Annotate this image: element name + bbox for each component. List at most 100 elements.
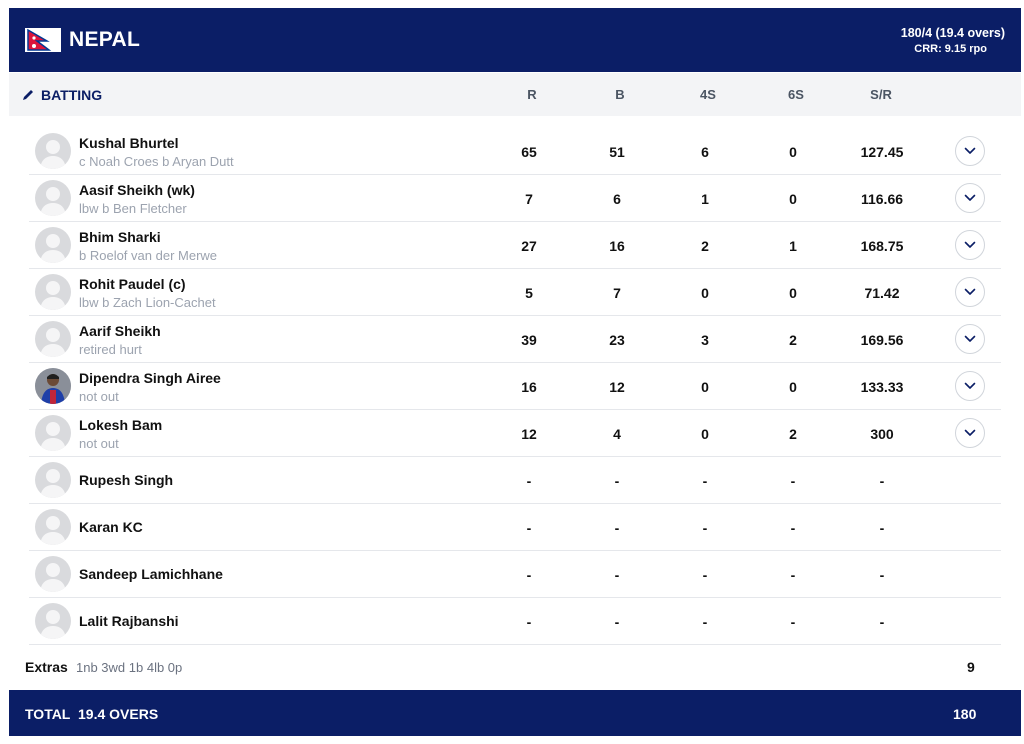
runs-cell: - [499, 504, 559, 551]
expand-row-button[interactable] [955, 183, 985, 213]
sixes-cell: 2 [763, 316, 823, 363]
balls-cell: 6 [587, 175, 647, 222]
sixes-cell: - [763, 457, 823, 504]
expand-row-button[interactable] [955, 418, 985, 448]
table-row: Rohit Paudel (c) lbw b Zach Lion-Cachet 5 7… [29, 269, 1001, 316]
strike-rate-cell: 300 [852, 410, 912, 457]
strike-rate-cell: 116.66 [852, 175, 912, 222]
dismissal-text: b Roelof van der Merwe [79, 248, 217, 263]
player-avatar-icon [35, 227, 71, 263]
table-row: Sandeep Lamichhane - - - - - [29, 551, 1001, 598]
player-name: Lokesh Bam [79, 417, 162, 433]
runs-cell: - [499, 551, 559, 598]
total-label: TOTAL [25, 706, 70, 722]
player-photo [35, 368, 71, 404]
table-row: Rupesh Singh - - - - - [29, 457, 1001, 504]
balls-cell: 7 [587, 269, 647, 316]
player-name: Rupesh Singh [79, 472, 173, 488]
fours-cell: 2 [675, 222, 735, 269]
balls-cell: - [587, 504, 647, 551]
player-avatar-icon [35, 556, 71, 592]
player-name: Kushal Bhurtel [79, 135, 179, 151]
player-avatar-icon [35, 415, 71, 451]
fours-cell: - [675, 598, 735, 645]
player-name: Karan KC [79, 519, 143, 535]
player-avatar-icon [35, 180, 71, 216]
sixes-cell: 0 [763, 175, 823, 222]
strike-rate-cell: 127.45 [852, 128, 912, 175]
fours-cell: - [675, 457, 735, 504]
sixes-cell: 0 [763, 363, 823, 410]
expand-row-button[interactable] [955, 230, 985, 260]
table-row: Aasif Sheikh (wk) lbw b Ben Fletcher 7 6 1 0 1… [29, 175, 1001, 222]
player-name: Sandeep Lamichhane [79, 566, 223, 582]
runs-cell: - [499, 457, 559, 504]
chevron-down-icon [964, 194, 976, 202]
strike-rate-cell: - [852, 457, 912, 504]
dismissal-text: not out [79, 436, 119, 451]
table-row: Kushal Bhurtel c Noah Croes b Aryan Dutt 6… [29, 128, 1001, 175]
strike-rate-cell: 133.33 [852, 363, 912, 410]
player-name: Bhim Sharki [79, 229, 161, 245]
dismissal-text: lbw b Zach Lion-Cachet [79, 295, 216, 310]
table-row: Karan KC - - - - - [29, 504, 1001, 551]
runs-column-header: R [502, 73, 562, 116]
fours-cell: - [675, 551, 735, 598]
runs-cell: - [499, 598, 559, 645]
player-name: Aasif Sheikh (wk) [79, 182, 195, 198]
extras-row: Extras 1nb 3wd 1b 4lb 0p 9 [9, 644, 1021, 690]
chevron-down-icon [964, 382, 976, 390]
chevron-down-icon [964, 241, 976, 249]
fours-cell: 0 [675, 410, 735, 457]
sixes-cell: - [763, 598, 823, 645]
total-row: TOTAL 19.4 OVERS 180 [9, 690, 1021, 736]
strike-rate-cell: - [852, 551, 912, 598]
runs-cell: 65 [499, 128, 559, 175]
balls-cell: - [587, 457, 647, 504]
fours-cell: 3 [675, 316, 735, 363]
table-row: Bhim Sharki b Roelof van der Merwe 27 16 2 1 1… [29, 222, 1001, 269]
fours-cell: 0 [675, 363, 735, 410]
batting-table: Kushal Bhurtel c Noah Croes b Aryan Dutt 6… [29, 128, 1001, 645]
chevron-down-icon [964, 335, 976, 343]
nepal-flag-icon [25, 28, 61, 52]
sixes-cell: 0 [763, 128, 823, 175]
sixes-cell: - [763, 551, 823, 598]
balls-column-header: B [590, 73, 650, 116]
runs-cell: 39 [499, 316, 559, 363]
balls-cell: - [587, 598, 647, 645]
balls-cell: 12 [587, 363, 647, 410]
table-row: Dipendra Singh Airee not out 16 12 0 0 133.33 [29, 363, 1001, 410]
innings-score: 180/4 (19.4 overs) [901, 26, 1005, 40]
team-header: NEPAL 180/4 (19.4 overs) CRR: 9.15 rpo [9, 8, 1021, 72]
table-row: Lalit Rajbanshi - - - - - [29, 598, 1001, 645]
balls-cell: 51 [587, 128, 647, 175]
strike-rate-cell: 169.56 [852, 316, 912, 363]
player-avatar-icon [35, 509, 71, 545]
fours-cell: 6 [675, 128, 735, 175]
expand-row-button[interactable] [955, 371, 985, 401]
dismissal-text: lbw b Ben Fletcher [79, 201, 187, 216]
fours-cell: 1 [675, 175, 735, 222]
balls-cell: 16 [587, 222, 647, 269]
batting-label-text: BATTING [41, 87, 102, 103]
current-run-rate: CRR: 9.15 rpo [901, 43, 1005, 55]
team-title: NEPAL [25, 28, 140, 52]
player-name: Lalit Rajbanshi [79, 613, 179, 629]
expand-row-button[interactable] [955, 324, 985, 354]
batting-column-header: BATTING R B 4S 6S S/R [9, 73, 1021, 116]
expand-row-button[interactable] [955, 136, 985, 166]
expand-row-button[interactable] [955, 277, 985, 307]
player-avatar-icon [35, 274, 71, 310]
chevron-down-icon [964, 147, 976, 155]
strike-rate-cell: 71.42 [852, 269, 912, 316]
table-row: Lokesh Bam not out 12 4 0 2 300 [29, 410, 1001, 457]
runs-cell: 7 [499, 175, 559, 222]
total-overs: 19.4 OVERS [78, 706, 158, 722]
chevron-down-icon [964, 288, 976, 296]
player-name: Aarif Sheikh [79, 323, 161, 339]
sixes-column-header: 6S [766, 73, 826, 116]
fours-column-header: 4S [678, 73, 738, 116]
balls-cell: - [587, 551, 647, 598]
runs-cell: 5 [499, 269, 559, 316]
